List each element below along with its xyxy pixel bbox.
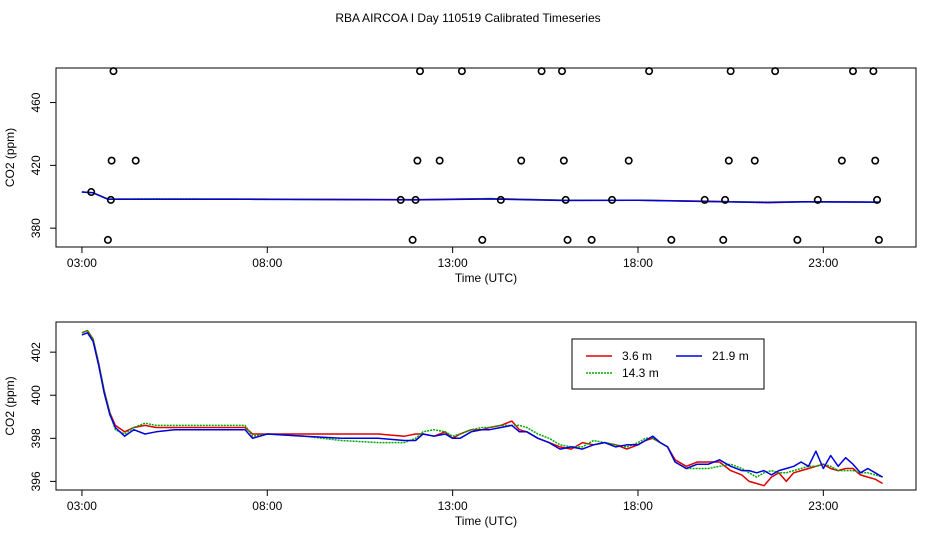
data-point	[869, 67, 878, 76]
x-tick-label: 13:00	[438, 256, 468, 270]
y-tick-label: 380	[29, 218, 43, 238]
data-point	[561, 195, 570, 204]
x-tick-label: 08:00	[252, 499, 282, 513]
series-group	[81, 329, 883, 487]
data-point	[848, 67, 857, 76]
plot-frame	[55, 67, 917, 248]
x-tick-label: 03:00	[67, 256, 97, 270]
data-point	[559, 156, 568, 165]
legend-label: 3.6 m	[622, 349, 652, 363]
x-tick-label: 18:00	[623, 256, 653, 270]
data-point	[435, 156, 444, 165]
y-tick-label: 400	[29, 385, 43, 405]
y-tick-label: 460	[29, 92, 43, 112]
x-tick-label: 08:00	[252, 256, 282, 270]
data-point	[645, 67, 654, 76]
data-point	[726, 67, 735, 76]
series-line-21-9-m	[81, 191, 879, 204]
series-line-21-9-m	[81, 332, 883, 478]
data-point	[103, 235, 112, 244]
y-tick-label: 396	[29, 471, 43, 491]
x-axis-label: Time (UTC)	[455, 514, 517, 528]
x-axis-label: Time (UTC)	[455, 271, 517, 285]
figure-title: RBA AIRCOA I Day 110519 Calibrated Times…	[335, 11, 600, 25]
timeseries-panel: 03:00 08:00 13:00 18:00 23:00 396 398 400 402 Tim…	[3, 321, 917, 528]
legend-label: 21.9 m	[712, 349, 749, 363]
x-tick-label: 18:00	[623, 499, 653, 513]
data-point	[416, 67, 425, 76]
data-point	[871, 156, 880, 165]
data-point	[874, 235, 883, 244]
data-point	[624, 156, 633, 165]
data-point	[750, 156, 759, 165]
data-point	[87, 188, 96, 197]
data-point	[131, 156, 140, 165]
legend-box	[571, 338, 765, 390]
data-point	[667, 235, 676, 244]
series-line-3-6-m	[81, 191, 879, 204]
data-point	[396, 195, 405, 204]
data-point	[517, 156, 526, 165]
data-point	[413, 156, 422, 165]
series-line-14-3-m	[81, 329, 883, 478]
series-line-14-3-m	[81, 191, 879, 203]
y-axis-label: CO2 (ppm)	[3, 128, 17, 187]
y-tick-label: 402	[29, 342, 43, 362]
data-point	[793, 235, 802, 244]
data-point	[721, 195, 730, 204]
x-tick-label: 03:00	[67, 499, 97, 513]
data-point	[408, 235, 417, 244]
data-point	[771, 67, 780, 76]
x-tick-label: 13:00	[438, 499, 468, 513]
data-point	[557, 67, 566, 76]
data-point	[537, 67, 546, 76]
scatter-panel: 03:00 08:00 13:00 18:00 23:00 380 420 460 Time (…	[3, 67, 917, 285]
data-point	[563, 235, 572, 244]
y-tick-label: 420	[29, 155, 43, 175]
data-point	[106, 195, 115, 204]
data-point	[109, 67, 118, 76]
data-point	[411, 195, 420, 204]
data-point	[719, 235, 728, 244]
series-group	[81, 191, 879, 204]
x-tick-label: 23:00	[808, 499, 838, 513]
y-tick-label: 398	[29, 428, 43, 448]
data-point	[724, 156, 733, 165]
data-point	[587, 235, 596, 244]
data-point	[813, 195, 822, 204]
data-point	[608, 195, 617, 204]
x-tick-label: 23:00	[808, 256, 838, 270]
data-point	[496, 195, 505, 204]
data-point	[700, 195, 709, 204]
plot-frame	[55, 321, 917, 491]
data-point	[457, 67, 466, 76]
legend-label: 14.3 m	[622, 366, 659, 380]
data-point	[478, 235, 487, 244]
data-point	[107, 156, 116, 165]
data-point	[837, 156, 846, 165]
y-axis-label: CO2 (ppm)	[3, 376, 17, 435]
data-point	[873, 195, 882, 204]
